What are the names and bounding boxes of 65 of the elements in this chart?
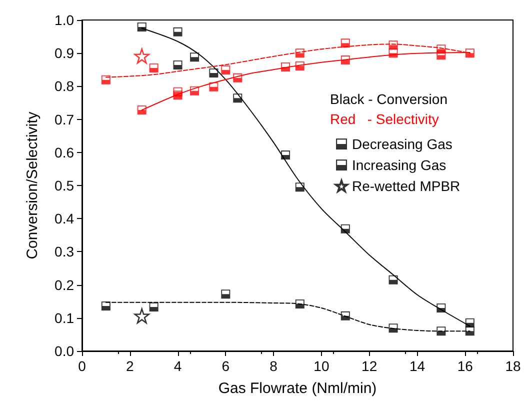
point xyxy=(388,48,398,58)
point xyxy=(295,182,304,192)
y-tick-label: 0.9 xyxy=(54,45,74,62)
point xyxy=(295,48,304,58)
point xyxy=(137,22,146,32)
point xyxy=(233,73,242,82)
point xyxy=(221,65,230,74)
x-tick-label: 12 xyxy=(362,358,378,374)
annotation: Red - Selectivity xyxy=(330,111,439,127)
x-tick-label: 16 xyxy=(457,358,474,374)
x-tick-label: 6 xyxy=(222,358,230,374)
y-tick-label: 0.0 xyxy=(54,343,74,359)
point xyxy=(209,82,218,92)
y-tick-label: 0.1 xyxy=(54,310,74,326)
point xyxy=(436,50,446,60)
annotation: Black - Conversion xyxy=(330,91,448,107)
point xyxy=(149,63,158,72)
x-tick-label: 4 xyxy=(174,358,182,374)
point xyxy=(465,318,474,328)
x-tick-label: 10 xyxy=(314,358,330,374)
x-tick-label: 0 xyxy=(78,358,86,374)
y-tick-label: 0.8 xyxy=(54,78,74,94)
y-tick-label: 0.5 xyxy=(54,178,74,194)
point xyxy=(295,62,304,71)
x-axis-title: Gas Flowrate (Nml/min) xyxy=(218,380,377,397)
y-tick-label: 1.0 xyxy=(54,12,74,28)
y-tick-label: 0.2 xyxy=(54,276,74,293)
point xyxy=(388,275,398,284)
point xyxy=(134,48,150,64)
y-axis-title: Conversion/Selectivity xyxy=(24,111,41,260)
point xyxy=(340,224,350,234)
point xyxy=(465,48,474,58)
point xyxy=(173,60,182,70)
point xyxy=(101,301,110,310)
point xyxy=(209,68,218,78)
point xyxy=(134,308,150,324)
point xyxy=(190,52,200,62)
x-tick-label: 18 xyxy=(505,358,521,374)
point xyxy=(173,27,182,36)
point xyxy=(281,62,290,72)
y-tick-label: 0.7 xyxy=(54,111,74,128)
point xyxy=(436,326,446,336)
x-tick-label: 14 xyxy=(409,358,426,374)
point xyxy=(233,94,242,103)
point xyxy=(149,302,158,312)
legend-label: Increasing Gas xyxy=(352,157,446,173)
point xyxy=(436,303,446,312)
point xyxy=(340,311,350,320)
y-tick-label: 0.4 xyxy=(54,210,74,227)
point xyxy=(137,106,146,115)
point xyxy=(101,75,110,84)
point xyxy=(340,56,350,65)
y-tick-label: 0.3 xyxy=(54,244,74,260)
point xyxy=(190,86,200,96)
point xyxy=(221,290,230,299)
point xyxy=(281,150,290,160)
point xyxy=(388,324,398,333)
point xyxy=(340,38,350,48)
y-tick-label: 0.6 xyxy=(54,144,74,160)
point xyxy=(295,300,304,308)
x-tick-label: 2 xyxy=(126,358,134,374)
x-tick-label: 8 xyxy=(270,358,278,374)
legend-label: Re-wetted MPBR xyxy=(352,178,460,194)
legend-label: Decreasing Gas xyxy=(352,136,452,152)
point xyxy=(173,87,182,96)
